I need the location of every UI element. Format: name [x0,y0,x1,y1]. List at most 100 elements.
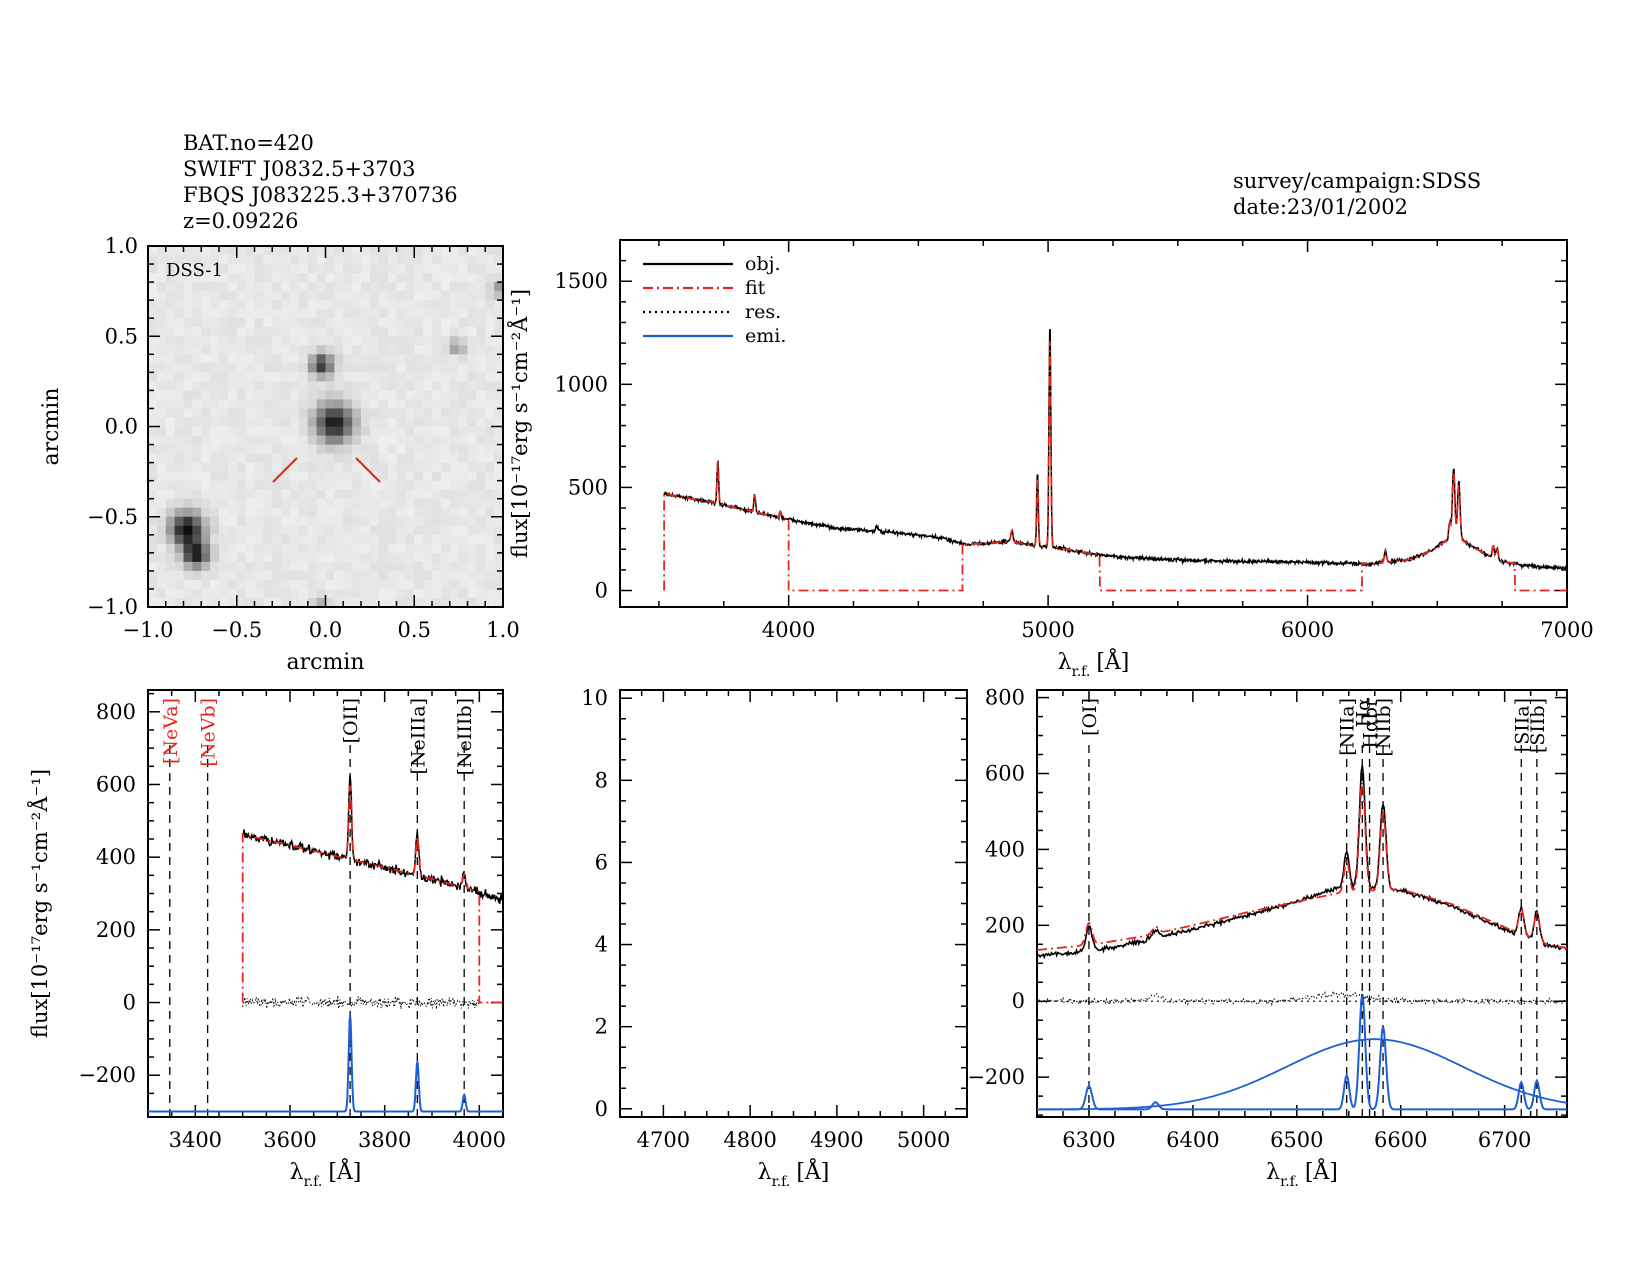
sky-pixel [467,381,477,392]
sky-pixel [476,498,486,509]
sky-pixel [458,300,469,310]
sky-pixel [440,345,451,355]
sky-pixel [476,291,486,301]
sky-pixel [361,489,371,500]
sky-pixel [387,291,398,301]
sky-pixel [325,363,335,373]
sky-pixel [210,444,220,455]
sky-pixel [210,498,220,509]
sky-pixel [148,552,158,563]
halpha-zoom-panel: 6300 6400 6500 6600 6700−2000200400600800λr.… [967,686,1568,1190]
sky-pixel [343,327,353,337]
legend-label: res. [745,301,781,323]
sky-pixel [281,507,291,518]
sky-pixel [316,480,327,491]
sky-pixel [414,534,424,545]
sky-pixel [467,498,477,509]
sky-pixel [485,471,495,482]
sky-pixel [236,309,247,319]
y-tick-label: 0.0 [105,415,138,439]
sky-pixel [254,291,264,301]
sky-pixel [494,246,503,256]
sky-pixel [396,381,406,392]
sky-pixel [476,525,486,536]
sky-pixel [281,435,291,446]
sky-pixel [290,282,300,292]
sky-pixel [361,453,371,464]
sky-pixel [396,246,406,256]
sky-pixel [272,435,282,446]
sky-pixel [156,255,167,265]
sky-pixel [192,498,202,509]
sky-pixel [414,327,424,337]
sky-pixel [343,561,353,572]
sky-pixel [281,390,291,401]
sky-pixel [298,363,309,373]
sky-pixel [361,525,371,536]
sky-pixel [423,552,433,563]
sky-pixel [290,354,300,364]
sky-pixel [210,489,220,500]
sky-pixel [449,426,460,437]
sky-pixel [236,579,247,590]
sky-pixel [387,417,398,428]
sky-pixel [405,354,415,364]
sky-pixel [476,462,486,473]
sky-pixel [361,534,371,545]
sky-pixel [467,525,477,536]
sky-pixel [316,561,327,572]
sky-pixel [352,417,362,428]
sky-pixel [352,282,362,292]
sky-pixel [156,417,167,428]
sky-pixel [476,597,486,607]
sky-pixel [396,534,406,545]
sky-pixel [148,570,158,581]
sky-pixel [290,480,300,491]
sky-pixel [227,462,238,473]
sky-pixel [156,300,167,310]
sky-pixel [423,435,433,446]
sky-pixel [414,336,424,346]
sky-pixel [325,336,335,346]
sky-pixel [316,309,327,319]
sky-pixel [183,444,193,455]
sky-pixel [298,408,309,419]
sky-pixel [245,507,256,518]
sky-pixel [440,264,451,274]
sky-pixel [440,399,451,410]
sky-pixel [458,291,469,301]
sky-pixel [440,435,451,446]
sky-pixel [396,273,406,283]
sky-pixel [156,381,167,392]
sky-pixel [307,372,318,382]
sky-pixel [343,507,353,518]
sky-pixel [263,534,273,545]
sky-pixel [316,516,327,527]
sky-pixel [378,291,389,301]
sky-pixel [440,408,451,419]
sky-pixel [174,309,185,319]
sky-pixel [432,471,442,482]
sky-pixel [174,435,185,446]
sky-pixel [227,372,238,382]
sky-pixel [423,345,433,355]
sky-pixel [263,462,273,473]
sky-pixel [361,552,371,563]
sky-pixel [298,561,309,572]
series-fit [1036,782,1568,951]
sky-pixel [192,336,202,346]
sky-pixel [396,507,406,518]
sky-pixel [174,579,185,590]
y-tick-label: 600 [985,762,1025,786]
sky-pixel [334,516,344,527]
sky-pixel [449,489,460,500]
sky-pixel [325,534,335,545]
sky-pixel [298,498,309,509]
sky-pixel [352,588,362,599]
sky-pixel [396,588,406,599]
y-tick-label: 10 [581,686,608,710]
sky-pixel [210,372,220,382]
sky-pixel [210,552,220,563]
sky-pixel [165,282,176,292]
